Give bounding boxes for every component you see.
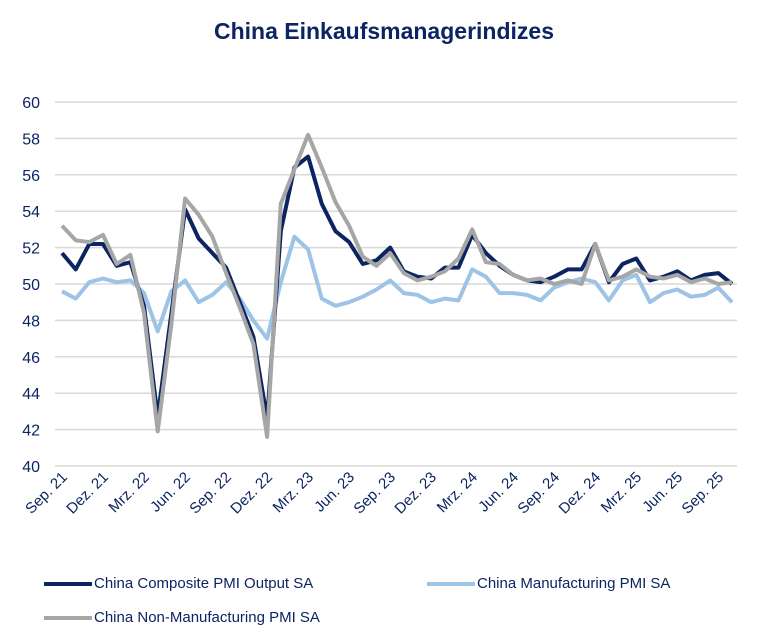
- series-line-manufacturing: [61, 234, 734, 341]
- y-tick-label: 60: [22, 95, 40, 112]
- chart-title: China Einkaufsmanagerindizes: [214, 18, 554, 44]
- x-tick-label: Dez. 22: [227, 469, 276, 518]
- x-tick-label: Sep. 22: [186, 469, 235, 518]
- y-tick-label: 46: [22, 350, 40, 367]
- y-tick-label: 50: [22, 277, 40, 294]
- y-tick-label: 40: [22, 459, 40, 476]
- x-tick-label: Sep. 21: [22, 469, 71, 518]
- legend-label-manufacturing: China Manufacturing PMI SA: [477, 575, 671, 592]
- legend-label-composite: China Composite PMI Output SA: [94, 575, 314, 592]
- legend-item-composite: China Composite PMI Output SA: [44, 575, 313, 592]
- x-tick-label: Jun. 24: [475, 469, 522, 516]
- x-tick-label: Mrz. 25: [598, 469, 645, 516]
- x-tick-label: Mrz. 24: [434, 469, 481, 516]
- x-tick-label: Dez. 24: [556, 469, 605, 518]
- x-tick-label: Sep. 25: [679, 469, 728, 518]
- x-tick-label: Jun. 25: [639, 469, 686, 516]
- legend-swatch-manufacturing: [427, 581, 475, 586]
- x-tick-label: Dez. 21: [63, 469, 112, 518]
- x-tick-label: Jun. 23: [311, 469, 358, 516]
- y-tick-label: 54: [22, 204, 40, 221]
- y-tick-label: 44: [22, 386, 40, 403]
- x-tick-label: Sep. 23: [350, 469, 399, 518]
- legend-label-non-manufacturing: China Non-Manufacturing PMI SA: [94, 609, 320, 626]
- y-tick-label: 48: [22, 313, 40, 330]
- x-tick-label: Mrz. 23: [270, 469, 317, 516]
- x-tick-label: Mrz. 22: [105, 469, 152, 516]
- legend-item-manufacturing: China Manufacturing PMI SA: [427, 575, 670, 592]
- x-tick-label: Dez. 23: [391, 469, 440, 518]
- x-tick-label: Jun. 22: [147, 469, 194, 516]
- y-tick-label: 42: [22, 423, 40, 440]
- y-tick-label: 56: [22, 168, 40, 185]
- y-tick-label: 58: [22, 131, 40, 148]
- legend-item-non-manufacturing: China Non-Manufacturing PMI SA: [44, 609, 320, 626]
- x-tick-label: Sep. 24: [514, 469, 563, 518]
- series-line-non-manufacturing: [60, 132, 733, 439]
- y-tick-label: 52: [22, 241, 40, 258]
- legend-swatch-non-manufacturing: [44, 615, 92, 620]
- legend-swatch-composite: [44, 581, 92, 586]
